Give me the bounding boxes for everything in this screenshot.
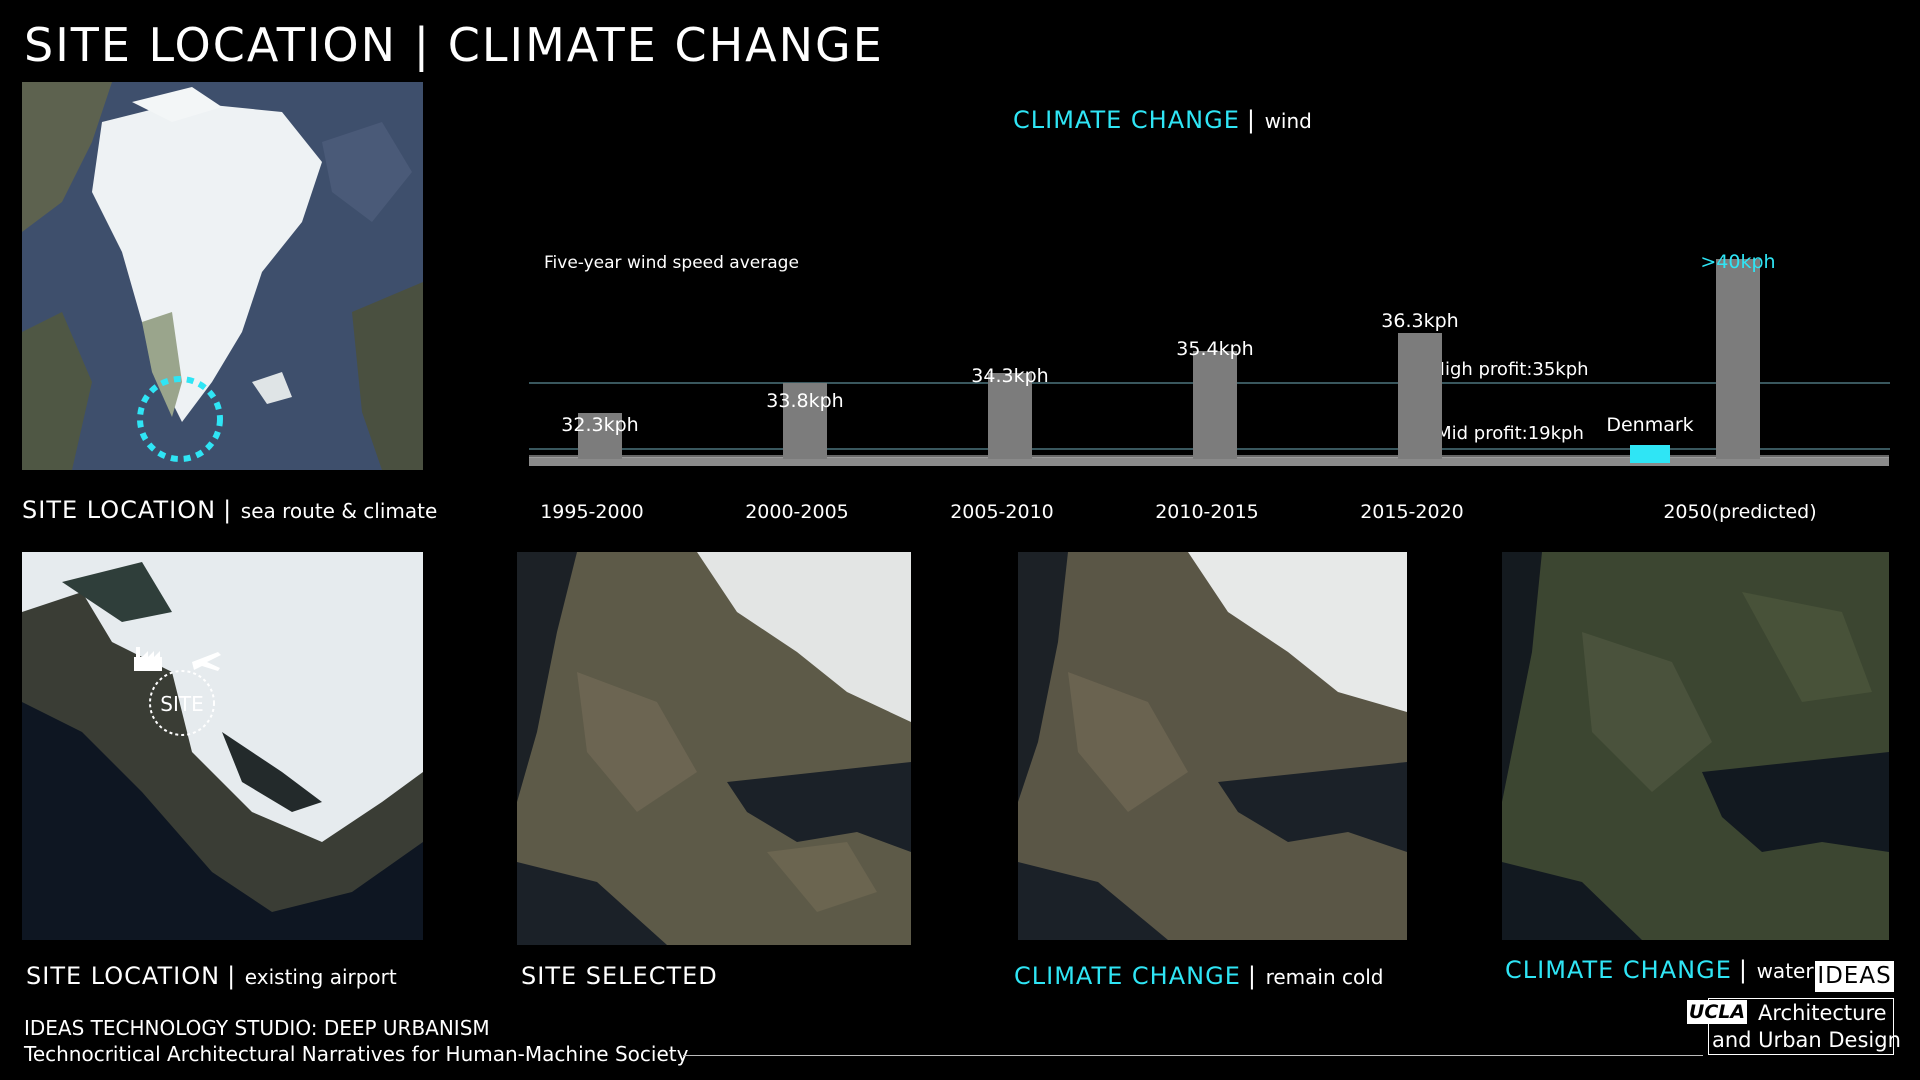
chart-title-sub: wind xyxy=(1264,109,1312,133)
bar xyxy=(988,373,1032,459)
caption-main: SITE LOCATION xyxy=(22,496,217,524)
bar-value-label: 34.3kph xyxy=(971,365,1048,387)
caption-sub: remain cold xyxy=(1265,965,1384,989)
remain-cold-satellite-image xyxy=(1018,552,1407,940)
ucla-logo: UCLA xyxy=(1687,1000,1747,1024)
bar-value-label: 33.8kph xyxy=(766,390,843,412)
chart-title: CLIMATE CHANGE | wind xyxy=(1013,106,1312,134)
bar-value-label: 35.4kph xyxy=(1176,338,1253,360)
page-title: SITE LOCATION | CLIMATE CHANGE xyxy=(24,18,884,72)
bar xyxy=(1716,259,1760,459)
caption-main: SITE LOCATION xyxy=(26,962,221,990)
chart-title-main: CLIMATE CHANGE xyxy=(1013,106,1240,134)
category-label: 1995-2000 xyxy=(540,501,644,523)
category-label: 2050(predicted) xyxy=(1663,501,1816,523)
bar xyxy=(1193,351,1237,459)
footer-divider xyxy=(683,1055,1703,1056)
caption-main: CLIMATE CHANGE xyxy=(1505,956,1732,984)
caption-sub: existing airport xyxy=(244,965,397,989)
footer-line2: Technocritical Architectural Narratives … xyxy=(24,1042,689,1066)
category-label: 2015-2020 xyxy=(1360,501,1464,523)
site-marker-circle xyxy=(149,670,215,736)
denmark-bar xyxy=(1630,445,1670,463)
department-name-line2: and Urban Design xyxy=(1712,1028,1901,1052)
caption-sub: water xyxy=(1756,959,1814,983)
category-label: 2000-2005 xyxy=(745,501,849,523)
bar-value-label: >40kph xyxy=(1700,251,1775,273)
ground-strip xyxy=(529,457,1889,466)
reference-line-label: High profit:35kph xyxy=(1431,359,1588,380)
caption-site-selected: SITE SELECTED xyxy=(521,962,718,990)
caption-remain-cold: CLIMATE CHANGE | remain cold xyxy=(1014,962,1383,990)
caption-separator: | xyxy=(227,962,245,990)
caption-separator: | xyxy=(223,496,241,524)
chart-subtitle: Five-year wind speed average xyxy=(544,253,799,273)
ucla-department-box xyxy=(1708,998,1894,1055)
category-label: 2010-2015 xyxy=(1155,501,1259,523)
site-selected-satellite-image xyxy=(517,552,911,945)
site-marker-label: SITE xyxy=(160,692,203,716)
reference-line-label: Mid profit:19kph xyxy=(1436,423,1584,444)
caption-water: CLIMATE CHANGE | water xyxy=(1505,956,1814,984)
chart-title-separator: | xyxy=(1246,106,1265,134)
footer-line1: IDEAS TECHNOLOGY STUDIO: DEEP URBANISM xyxy=(24,1016,490,1040)
wind-bar-chart: Five-year wind speed average High profit… xyxy=(529,251,1890,523)
site-highlight-circle xyxy=(137,376,223,462)
bar xyxy=(783,383,827,459)
caption-main: SITE SELECTED xyxy=(521,962,718,990)
caption-separator: | xyxy=(1247,962,1266,990)
airport-region-map-image: SITE xyxy=(22,552,423,940)
category-label: 2005-2010 xyxy=(950,501,1054,523)
denmark-label: Denmark xyxy=(1606,414,1693,436)
ideas-logo: IDEAS xyxy=(1815,961,1894,992)
caption-sub: sea route & climate xyxy=(240,499,438,523)
greenland-map-image xyxy=(22,82,423,470)
airplane-icon xyxy=(192,652,221,671)
bar-value-label: 36.3kph xyxy=(1381,310,1458,332)
bar-value-label: 32.3kph xyxy=(561,414,638,436)
water-satellite-image xyxy=(1502,552,1889,940)
factory-icon xyxy=(134,647,162,671)
caption-existing-airport: SITE LOCATION | existing airport xyxy=(26,962,397,990)
department-name-line1: Architecture xyxy=(1758,1001,1887,1025)
bar xyxy=(1398,333,1442,459)
caption-site-location: SITE LOCATION | sea route & climate xyxy=(22,496,437,524)
caption-main: CLIMATE CHANGE xyxy=(1014,962,1241,990)
bar xyxy=(578,413,622,459)
caption-separator: | xyxy=(1738,956,1757,984)
